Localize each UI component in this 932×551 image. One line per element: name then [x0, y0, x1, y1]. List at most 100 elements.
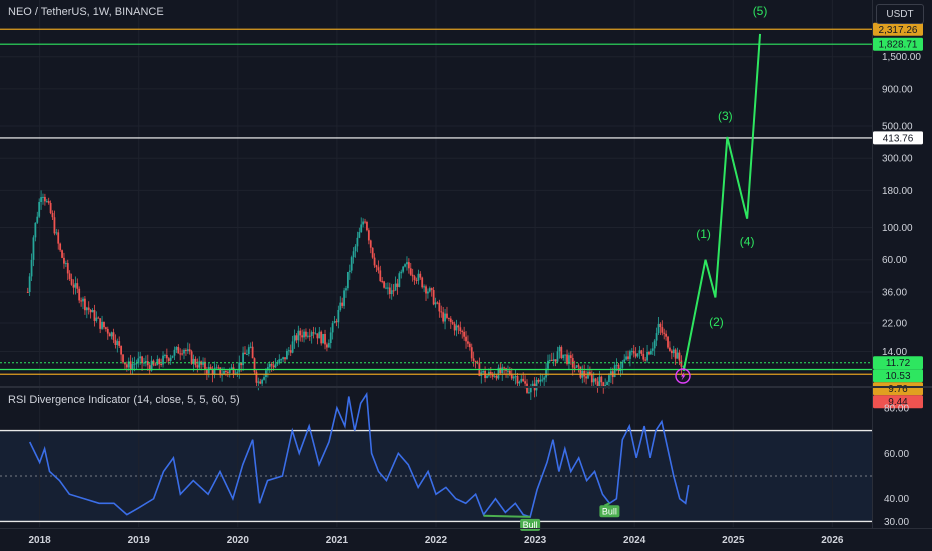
candle-body — [320, 331, 323, 344]
candle-body — [223, 371, 225, 375]
candle-body — [240, 362, 243, 366]
candle-body — [84, 298, 86, 311]
candle-body — [82, 298, 84, 302]
candle-body — [600, 376, 603, 383]
candle-body — [190, 351, 193, 364]
time-axis-label-2021: 2021 — [326, 535, 349, 546]
candle-body — [392, 290, 395, 292]
candle-body — [667, 336, 669, 348]
candle-body — [291, 341, 294, 353]
candle-body — [124, 362, 126, 365]
currency-button[interactable]: USDT — [876, 4, 924, 24]
candle-body — [640, 350, 643, 354]
candle-body — [457, 325, 460, 328]
candle-body — [590, 374, 593, 383]
candle-body — [657, 323, 660, 334]
candle-body — [331, 323, 334, 333]
candle-body — [116, 341, 119, 346]
candle-body — [306, 335, 309, 337]
candle-body — [598, 376, 601, 387]
candle-body — [503, 367, 506, 369]
candle-body — [447, 317, 450, 319]
price-tick-label: 300.00 — [882, 154, 913, 165]
candle-body — [449, 318, 452, 323]
candle-body — [154, 364, 157, 366]
candle-body — [295, 335, 298, 341]
candle-body — [520, 378, 523, 382]
candle-body — [497, 367, 500, 379]
candle-body — [371, 247, 374, 258]
candle-body — [387, 287, 389, 289]
candle-body — [430, 288, 433, 291]
candle-body — [120, 345, 123, 355]
candle-body — [278, 359, 281, 364]
candle-body — [286, 351, 288, 360]
candle-body — [554, 359, 557, 362]
rsi-line — [29, 391, 690, 518]
candle-body — [486, 375, 488, 378]
price-tick-label: 100.00 — [882, 223, 913, 234]
candle-body — [162, 355, 164, 365]
candle-body — [63, 257, 65, 264]
wave-label-2: (2) — [709, 315, 724, 329]
candle-body — [232, 367, 235, 375]
candle-body — [608, 375, 610, 383]
candle-body — [186, 349, 189, 351]
candle-body — [444, 313, 446, 322]
candle-body — [156, 359, 159, 366]
candle-body — [185, 349, 187, 351]
candle-body — [417, 273, 420, 281]
candle-body — [335, 321, 338, 323]
candle-body — [385, 287, 387, 289]
time-axis-label-2022: 2022 — [425, 535, 448, 546]
level-badge-text: 9.44 — [888, 397, 908, 408]
candle-body — [274, 364, 277, 368]
candle-body — [322, 334, 325, 344]
symbol-title: NEO / TetherUS, 1W, BINANCE — [8, 6, 164, 18]
candle-body — [474, 360, 477, 362]
candle-body — [562, 354, 565, 359]
candle-body — [93, 310, 96, 321]
candle-body — [280, 359, 283, 361]
candle-body — [451, 322, 454, 324]
candle-body — [78, 288, 81, 301]
candle-body — [655, 333, 658, 341]
candle-body — [659, 323, 662, 328]
candle-body — [244, 352, 246, 355]
candle-body — [499, 367, 502, 374]
candle-body — [564, 354, 567, 356]
candle-body — [226, 371, 229, 373]
candle-body — [287, 350, 290, 352]
candle-body — [144, 361, 147, 363]
time-axis-label-2018: 2018 — [29, 535, 52, 546]
time-axis[interactable] — [0, 528, 932, 551]
candle-body — [333, 321, 336, 324]
candle-body — [251, 346, 254, 359]
candle-body — [257, 381, 260, 383]
candle-body — [242, 352, 244, 366]
candle-body — [375, 265, 378, 268]
candle-body — [646, 352, 648, 361]
candle-body — [409, 268, 412, 275]
candle-body — [575, 365, 578, 368]
candle-body — [512, 376, 515, 379]
candle-body — [489, 371, 492, 374]
candle-body — [327, 343, 330, 348]
candle-body — [367, 230, 370, 241]
rsi-tick-label: 40.00 — [884, 494, 909, 505]
candle-body — [648, 352, 650, 355]
bull-divergence-line-2 — [604, 502, 610, 507]
candle-body — [617, 364, 620, 372]
pane-divider[interactable] — [0, 386, 932, 388]
rsi-indicator-title[interactable]: RSI Divergence Indicator (14, close, 5, … — [8, 394, 240, 406]
level-badge-1,828.71 — [873, 37, 923, 51]
candle-body — [390, 290, 393, 295]
candle-body — [192, 358, 195, 364]
candle-body — [64, 263, 67, 265]
candle-body — [30, 259, 33, 277]
candle-body — [312, 332, 315, 334]
candle-body — [305, 331, 307, 337]
candle-body — [524, 381, 527, 384]
level-badge-9.44 — [873, 395, 923, 409]
